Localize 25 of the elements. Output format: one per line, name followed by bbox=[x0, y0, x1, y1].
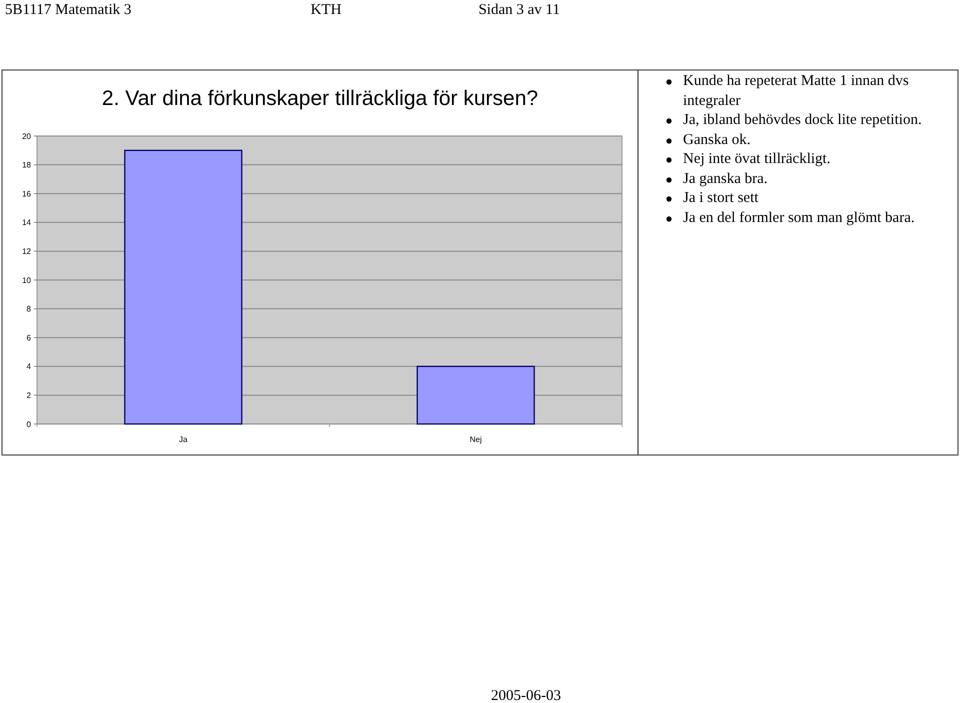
text: KTH bbox=[310, 2, 342, 18]
x-tick-label: Ja bbox=[179, 435, 188, 444]
y-tick-label: 4 bbox=[26, 362, 32, 372]
y-tick-label: 6 bbox=[26, 333, 32, 342]
text: 2005-06-03 bbox=[491, 688, 561, 703]
y-tick-label: 0 bbox=[26, 420, 32, 429]
text: Ja i stort sett bbox=[683, 189, 758, 208]
y-tick-label: 18 bbox=[22, 160, 32, 170]
chart-title: 2. Var dina förkunskaper tillräckliga för kursen? bbox=[102, 87, 538, 110]
text: Ja, ibland behövdes dock lite repetition. bbox=[683, 111, 922, 130]
text: Nej inte övat tillräckligt. bbox=[683, 150, 830, 169]
text: Ganska ok. bbox=[683, 130, 750, 150]
text: Sidan 3 av 11 bbox=[478, 2, 560, 18]
y-tick-label: 2 bbox=[26, 391, 32, 400]
y-tick-label: 8 bbox=[26, 304, 32, 314]
text: 5B1117 Matematik 3 bbox=[5, 2, 132, 18]
y-tick-label: 20 bbox=[22, 132, 32, 141]
y-tick-label: 16 bbox=[22, 189, 32, 198]
x-tick-label: Nej bbox=[470, 435, 482, 444]
y-tick-label: 10 bbox=[22, 276, 32, 285]
text: Ja en del formler som man glömt bara. bbox=[683, 208, 915, 228]
text: Kunde ha repeterat Matte 1 innan dvs integraler bbox=[683, 72, 910, 110]
y-tick-label: 12 bbox=[22, 247, 32, 256]
text: Ja ganska bra. bbox=[683, 170, 768, 188]
y-tick-label: 14 bbox=[22, 218, 32, 228]
